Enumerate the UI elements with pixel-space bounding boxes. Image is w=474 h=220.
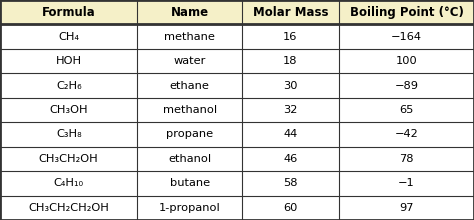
Text: CH₃CH₂CH₂OH: CH₃CH₂CH₂OH bbox=[28, 203, 109, 213]
Text: methanol: methanol bbox=[163, 105, 217, 115]
Bar bbox=[137, 24, 242, 49]
Text: propane: propane bbox=[166, 129, 213, 139]
Bar bbox=[242, 171, 339, 196]
Bar bbox=[339, 122, 474, 147]
Text: methane: methane bbox=[164, 32, 215, 42]
Text: butane: butane bbox=[170, 178, 210, 188]
Bar bbox=[339, 147, 474, 171]
Bar bbox=[242, 0, 339, 24]
Bar bbox=[242, 98, 339, 122]
Text: 58: 58 bbox=[283, 178, 298, 188]
Bar bbox=[339, 0, 474, 24]
Bar bbox=[0, 171, 137, 196]
Bar bbox=[137, 0, 242, 24]
Bar bbox=[0, 98, 137, 122]
Bar bbox=[137, 171, 242, 196]
Bar bbox=[339, 98, 474, 122]
Text: −1: −1 bbox=[398, 178, 415, 188]
Text: CH₄: CH₄ bbox=[58, 32, 79, 42]
Text: Boiling Point (°C): Boiling Point (°C) bbox=[349, 6, 464, 19]
Bar bbox=[242, 73, 339, 98]
Bar bbox=[0, 196, 137, 220]
Text: 46: 46 bbox=[283, 154, 298, 164]
Text: Name: Name bbox=[171, 6, 209, 19]
Bar bbox=[339, 196, 474, 220]
Text: ethanol: ethanol bbox=[168, 154, 211, 164]
Text: −42: −42 bbox=[394, 129, 419, 139]
Text: 30: 30 bbox=[283, 81, 298, 91]
Bar bbox=[137, 122, 242, 147]
Text: 1-propanol: 1-propanol bbox=[159, 203, 220, 213]
Bar bbox=[137, 49, 242, 73]
Text: Formula: Formula bbox=[42, 6, 96, 19]
Text: C₂H₆: C₂H₆ bbox=[56, 81, 82, 91]
Bar bbox=[339, 171, 474, 196]
Bar bbox=[137, 147, 242, 171]
Bar bbox=[0, 0, 137, 24]
Bar bbox=[242, 196, 339, 220]
Bar bbox=[339, 49, 474, 73]
Text: 32: 32 bbox=[283, 105, 298, 115]
Text: 100: 100 bbox=[396, 56, 417, 66]
Bar bbox=[137, 98, 242, 122]
Bar bbox=[0, 24, 137, 49]
Text: 60: 60 bbox=[283, 203, 298, 213]
Text: ethane: ethane bbox=[170, 81, 210, 91]
Bar bbox=[0, 122, 137, 147]
Text: 97: 97 bbox=[399, 203, 414, 213]
Text: 18: 18 bbox=[283, 56, 298, 66]
Bar bbox=[242, 122, 339, 147]
Bar bbox=[0, 147, 137, 171]
Text: 16: 16 bbox=[283, 32, 298, 42]
Text: 78: 78 bbox=[399, 154, 414, 164]
Text: HOH: HOH bbox=[55, 56, 82, 66]
Bar bbox=[242, 147, 339, 171]
Text: C₄H₁₀: C₄H₁₀ bbox=[54, 178, 84, 188]
Bar bbox=[137, 73, 242, 98]
Text: 65: 65 bbox=[399, 105, 414, 115]
Text: CH₃CH₂OH: CH₃CH₂OH bbox=[39, 154, 99, 164]
Text: Molar Mass: Molar Mass bbox=[253, 6, 328, 19]
Text: C₃H₈: C₃H₈ bbox=[56, 129, 82, 139]
Bar bbox=[0, 73, 137, 98]
Bar bbox=[242, 49, 339, 73]
Text: −89: −89 bbox=[394, 81, 419, 91]
Text: CH₃OH: CH₃OH bbox=[49, 105, 88, 115]
Bar bbox=[242, 24, 339, 49]
Bar bbox=[137, 196, 242, 220]
Text: −164: −164 bbox=[391, 32, 422, 42]
Text: 44: 44 bbox=[283, 129, 298, 139]
Bar bbox=[339, 24, 474, 49]
Bar bbox=[339, 73, 474, 98]
Text: water: water bbox=[173, 56, 206, 66]
Bar bbox=[0, 49, 137, 73]
